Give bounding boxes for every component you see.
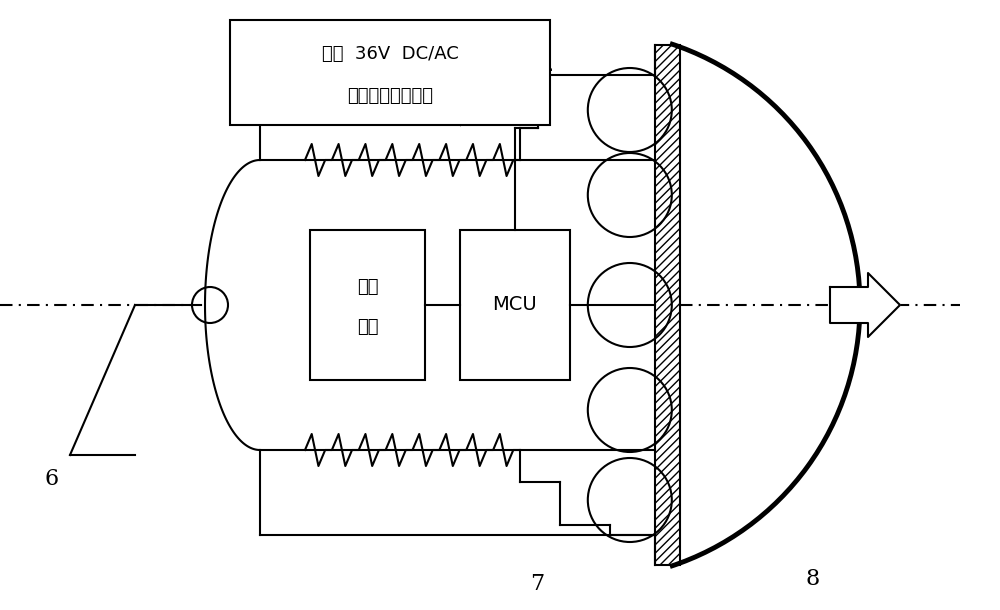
Text: 电源: 电源 <box>357 278 378 296</box>
Bar <box>460 230 570 380</box>
Bar <box>230 20 550 125</box>
Circle shape <box>192 287 228 323</box>
Text: MCU: MCU <box>493 295 537 315</box>
Bar <box>310 230 425 380</box>
Text: 模块: 模块 <box>357 318 378 336</box>
Text: 7: 7 <box>530 573 544 595</box>
Polygon shape <box>525 48 551 70</box>
Polygon shape <box>830 273 900 337</box>
Text: 低压电源输出端口: 低压电源输出端口 <box>347 87 433 104</box>
Text: 小于  36V  DC/AC: 小于 36V DC/AC <box>322 45 458 63</box>
Text: 8: 8 <box>805 568 819 590</box>
Bar <box>655 45 680 565</box>
Text: 6: 6 <box>45 468 59 490</box>
